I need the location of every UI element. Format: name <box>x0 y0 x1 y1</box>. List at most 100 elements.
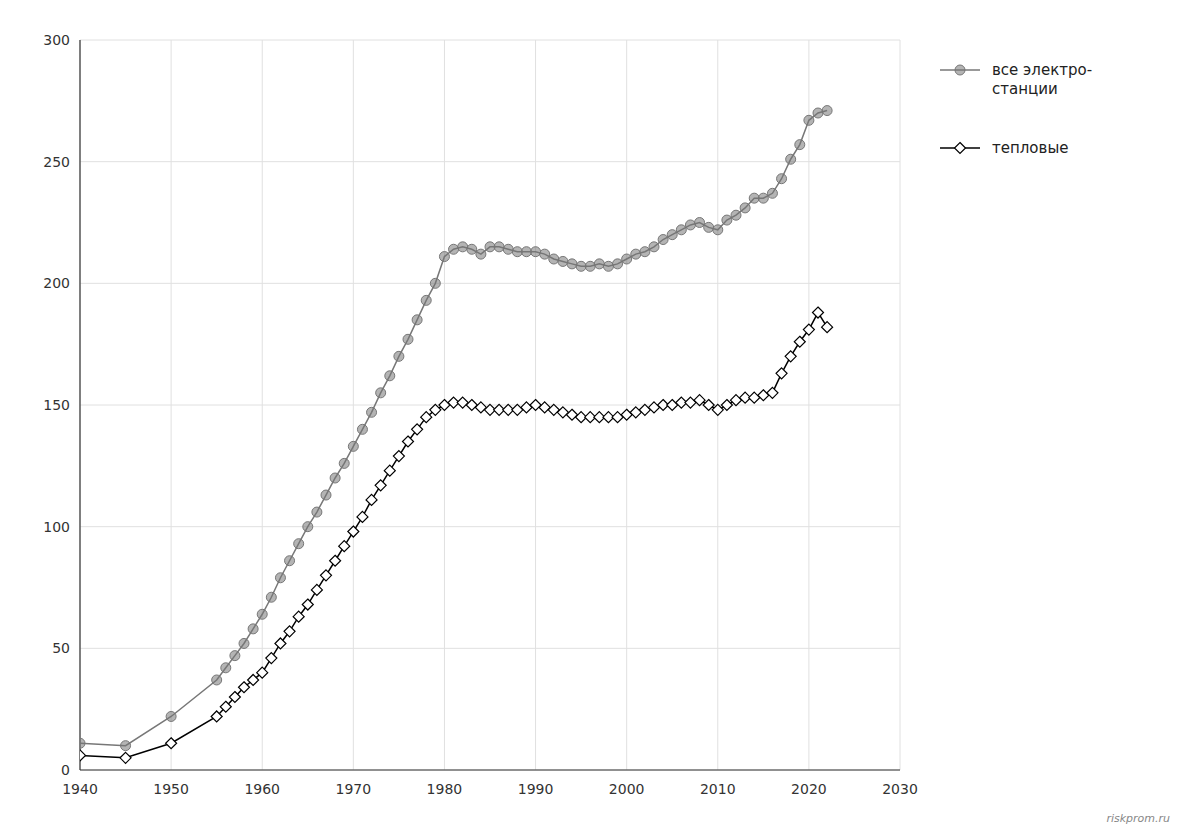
point <box>412 424 423 435</box>
x-tick-label: 2030 <box>882 781 918 797</box>
legend-label-line: станции <box>992 80 1058 98</box>
point <box>257 667 268 678</box>
point <box>640 247 650 257</box>
point <box>803 324 814 335</box>
y-tick-label: 150 <box>43 397 70 413</box>
point <box>785 351 796 362</box>
point <box>357 424 367 434</box>
point <box>439 252 449 262</box>
point <box>302 599 313 610</box>
point <box>649 402 660 413</box>
point <box>685 397 696 408</box>
point <box>166 711 176 721</box>
point <box>713 225 723 235</box>
legend-marker <box>955 143 966 154</box>
point <box>767 387 778 398</box>
series-line <box>80 111 827 746</box>
point <box>548 404 559 415</box>
series-line <box>80 313 827 758</box>
point <box>630 407 641 418</box>
point <box>494 242 504 252</box>
point <box>412 315 422 325</box>
point <box>458 242 468 252</box>
watermark: riskprom.ru <box>1106 812 1170 825</box>
point <box>367 407 377 417</box>
point <box>749 392 760 403</box>
point <box>229 692 240 703</box>
y-tick-label: 0 <box>61 762 70 778</box>
point <box>631 249 641 259</box>
point <box>476 249 486 259</box>
point <box>613 259 623 269</box>
grid-line-y <box>80 526 900 527</box>
point <box>266 653 277 664</box>
point <box>777 174 787 184</box>
point <box>512 247 522 257</box>
point <box>330 555 341 566</box>
point <box>275 573 285 583</box>
point <box>749 193 759 203</box>
x-tick-label: 1970 <box>336 781 372 797</box>
legend-label-line: все электро- <box>992 61 1092 79</box>
point <box>293 611 304 622</box>
point <box>121 741 131 751</box>
point <box>740 203 750 213</box>
point <box>312 507 322 517</box>
point <box>375 480 386 491</box>
point <box>603 261 613 271</box>
point <box>521 402 532 413</box>
grid-line-x <box>353 40 354 770</box>
y-tick-label: 250 <box>43 154 70 170</box>
y-tick-label: 200 <box>43 275 70 291</box>
point <box>366 494 377 505</box>
point <box>549 254 559 264</box>
point <box>795 140 805 150</box>
series <box>80 106 832 751</box>
point <box>540 249 550 259</box>
x-tick-label: 1940 <box>62 781 98 797</box>
grid-line-x <box>626 40 627 770</box>
point <box>403 436 414 447</box>
point <box>667 400 678 411</box>
point <box>667 230 677 240</box>
point <box>639 404 650 415</box>
point <box>220 701 231 712</box>
grid-line-y <box>80 40 900 41</box>
tick-labels: 0501001502002503001940195019601970198019… <box>43 32 918 797</box>
grid-line-y <box>80 770 900 771</box>
point <box>704 222 714 232</box>
point <box>339 541 350 552</box>
point <box>248 624 258 634</box>
point <box>695 218 705 228</box>
point <box>804 115 814 125</box>
x-tick-label: 1980 <box>427 781 463 797</box>
point <box>612 412 623 423</box>
point <box>722 215 732 225</box>
point <box>622 254 632 264</box>
point <box>80 738 85 748</box>
point <box>275 638 286 649</box>
point <box>321 570 332 581</box>
point <box>813 108 823 118</box>
point <box>421 295 431 305</box>
x-tick-label: 1960 <box>244 781 280 797</box>
point <box>649 242 659 252</box>
point <box>531 247 541 257</box>
point <box>321 490 331 500</box>
point <box>394 351 404 361</box>
point <box>685 220 695 230</box>
point <box>621 409 632 420</box>
point <box>385 371 395 381</box>
grid-line-y <box>80 161 900 162</box>
point <box>485 242 495 252</box>
point <box>503 244 513 254</box>
point <box>339 458 349 468</box>
point <box>731 395 742 406</box>
legend: все электро-станции тепловые <box>940 61 1092 157</box>
point <box>466 400 477 411</box>
x-tick-label: 2000 <box>609 781 645 797</box>
y-tick-label: 50 <box>52 640 70 656</box>
point <box>80 750 86 761</box>
legend-label-line: тепловые <box>992 139 1068 157</box>
point <box>822 106 832 116</box>
